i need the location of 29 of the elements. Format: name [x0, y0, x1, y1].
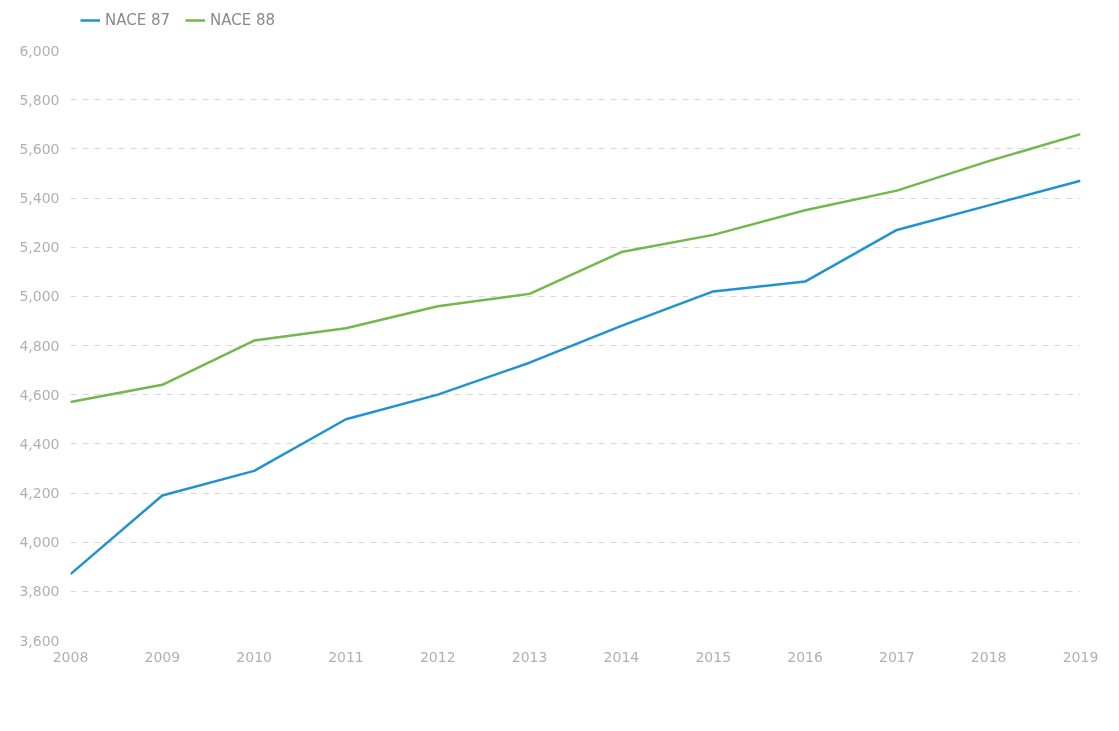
x-tick-label: 2018	[970, 648, 1007, 665]
y-tick-label: 4,000	[19, 534, 60, 551]
x-tick-label: 2013	[511, 648, 548, 665]
y-tick-label: 4,800	[19, 337, 60, 354]
y-tick-label: 4,200	[19, 485, 60, 501]
line-series	[70, 132, 1081, 404]
legend-label: NACE 87	[105, 11, 171, 29]
line-series	[70, 179, 1081, 576]
x-tick-label: 2019	[1062, 648, 1099, 665]
y-tick-label: 5,600	[19, 140, 60, 157]
x-tick-label: 2017	[879, 648, 915, 665]
x-tick-label: 2015	[695, 648, 732, 665]
y-tick-label: 5,800	[19, 91, 60, 108]
legend-label: NACE 88	[210, 11, 276, 29]
x-tick-label: 2008	[52, 648, 89, 665]
x-tick-label: 2014	[603, 648, 640, 665]
y-tick-label: 3,600	[19, 632, 60, 649]
y-tick-label: 4,600	[19, 386, 60, 403]
x-tick-label: 2011	[328, 648, 364, 665]
y-tick-label: 6,000	[19, 42, 60, 59]
y-tick-label: 5,000	[19, 288, 60, 305]
y-tick-label: 4,400	[19, 435, 60, 452]
x-tick-label: 2016	[787, 648, 823, 665]
y-tick-label: 3,800	[19, 583, 60, 600]
y-tick-label: 5,200	[19, 239, 60, 256]
x-tick-label: 2010	[236, 648, 272, 665]
x-tick-label: 2009	[144, 648, 181, 665]
x-tick-label: 2012	[419, 648, 456, 665]
y-tick-label: 5,400	[19, 190, 60, 206]
